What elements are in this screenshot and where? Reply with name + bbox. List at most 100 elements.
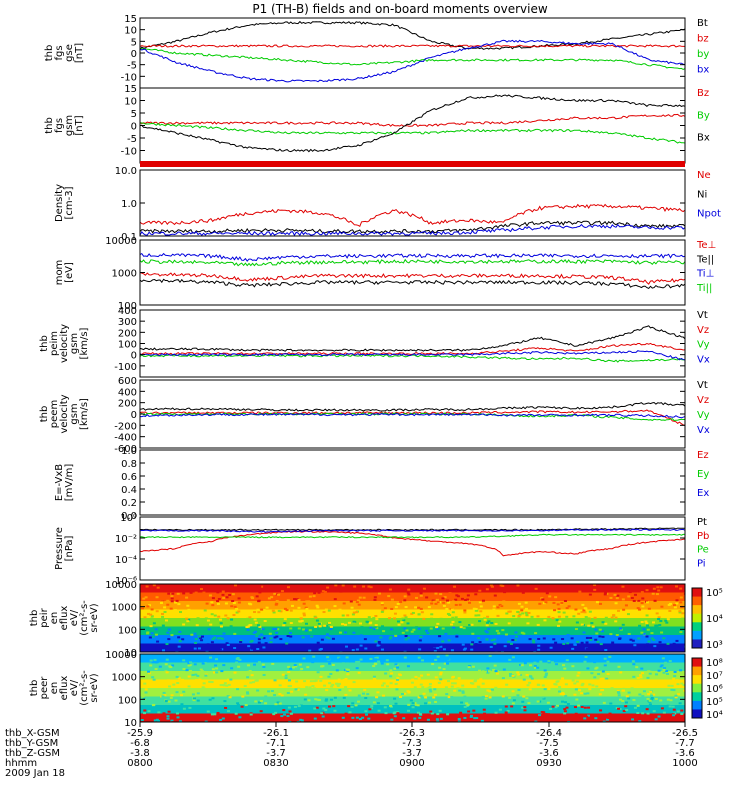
spectrogram-cell: [352, 631, 356, 634]
spectrogram-cell: [285, 642, 289, 645]
spectrogram-cell: [217, 615, 221, 618]
spectrogram-cell: [492, 669, 496, 672]
spectrogram-cell: [319, 675, 323, 678]
spectrogram-cell: [249, 681, 253, 684]
legend-label: Ne: [697, 170, 711, 181]
spectrogram-cell: [305, 607, 309, 610]
spectrogram-cell: [448, 592, 452, 595]
spectrogram-cell: [222, 683, 226, 686]
spectrogram-cell: [622, 710, 626, 713]
spectrogram-cell: [282, 709, 286, 712]
spectrogram-cell: [373, 598, 377, 601]
spectrogram-cell: [514, 635, 518, 638]
spectrogram-cell: [149, 659, 153, 662]
spectrogram-cell: [384, 712, 388, 715]
spectrogram-cell: [199, 668, 203, 671]
spectrogram-cell: [236, 657, 240, 660]
spectrogram-cell: [566, 642, 570, 645]
spectrogram-cell: [310, 635, 314, 638]
spectrogram-cell: [659, 665, 663, 668]
spectrogram-cell: [273, 636, 277, 639]
spectrogram-cell: [531, 714, 535, 717]
spectrogram-cell: [247, 645, 251, 648]
spectrogram-cell: [566, 589, 570, 592]
spectrogram-cell: [369, 626, 373, 629]
spectrogram-cell: [413, 686, 417, 689]
spectrogram-cell: [642, 632, 646, 635]
y-tick-label: 1000: [112, 673, 137, 684]
spectrogram-cell: [289, 712, 293, 715]
spectrogram-cell: [680, 712, 684, 715]
spectrogram-cell: [275, 593, 279, 596]
colorbar-segment: [692, 622, 702, 632]
y-axis-label-line: peer: [39, 676, 50, 700]
spectrogram-cell: [619, 628, 623, 631]
spectrogram-cell: [454, 616, 458, 619]
spectrogram-cell: [198, 678, 202, 681]
spectrogram-cell: [590, 672, 594, 675]
spectrogram-cell: [359, 634, 363, 637]
spectrogram-cell: [530, 615, 534, 618]
spectrogram-cell: [520, 605, 524, 608]
spectrogram-cell: [569, 718, 573, 721]
spectrogram-cell: [398, 673, 402, 676]
spectrogram-cell: [424, 696, 428, 699]
y-axis-label: Density[cm-3]: [54, 184, 75, 222]
spectrogram-cell: [229, 678, 233, 681]
spectrogram-cell: [213, 636, 217, 639]
series-line-peim_velocity-3: [140, 350, 685, 361]
spectrogram-cell: [353, 645, 357, 648]
spectrogram-cell: [218, 648, 222, 651]
spectrogram-cell: [436, 646, 440, 649]
spectrogram-cell: [189, 661, 193, 664]
spectrogram-cell: [485, 644, 489, 647]
spectrogram-cell: [316, 671, 320, 674]
spectrogram-cell: [563, 710, 567, 713]
spectrogram-cell: [239, 639, 243, 642]
spectrogram-cell: [322, 611, 326, 614]
spectrogram-cell: [525, 613, 529, 616]
spectrogram-cell: [497, 632, 501, 635]
spectrogram-cell: [179, 611, 183, 614]
spectrogram-cell: [620, 714, 624, 717]
spectrogram-cell: [289, 635, 293, 638]
spectrogram-cell: [370, 705, 374, 708]
spectrogram-cell: [361, 716, 365, 719]
spectrogram-cell: [554, 663, 558, 666]
spectrogram-cell: [286, 635, 290, 638]
spectrogram-cell: [657, 715, 661, 718]
spectrogram-cell: [176, 716, 180, 719]
spectrogram-cell: [419, 635, 423, 638]
spectrogram-cell: [374, 658, 378, 661]
spectrogram-cell: [583, 717, 587, 720]
spectrogram-cell: [156, 720, 160, 722]
series-line-fgs_gsm-0: [140, 113, 685, 128]
spectrogram-cell: [297, 705, 301, 708]
spectrogram-cell: [388, 637, 392, 640]
spectrogram-cell: [332, 647, 336, 650]
spectrogram-cell: [659, 699, 663, 702]
spectrogram-cell: [675, 639, 679, 642]
spectrogram-cell: [457, 587, 461, 590]
spectrogram-cell: [511, 702, 515, 705]
spectrogram-cell: [275, 599, 279, 602]
spectrogram-cell: [636, 704, 640, 707]
spectrogram-cell: [223, 682, 227, 685]
spectrogram-cell: [176, 592, 180, 595]
legend-label: Npot: [697, 209, 721, 220]
y-tick-label: 0: [131, 351, 137, 362]
spectrogram-cell: [176, 682, 180, 685]
spectrogram-cell: [442, 604, 446, 607]
legend-label: Vt: [697, 380, 708, 391]
spectrogram-cell: [312, 680, 316, 683]
spectrogram-cell: [478, 669, 482, 672]
series-line-peem_velocity-3: [140, 412, 685, 419]
spectrogram-cell: [547, 713, 551, 716]
spectrogram-cell: [567, 720, 571, 722]
spectrogram-cell: [573, 682, 577, 685]
spectrogram-cell: [499, 720, 503, 722]
spectrogram-cell: [190, 633, 194, 636]
spectrogram-cell: [222, 659, 226, 662]
